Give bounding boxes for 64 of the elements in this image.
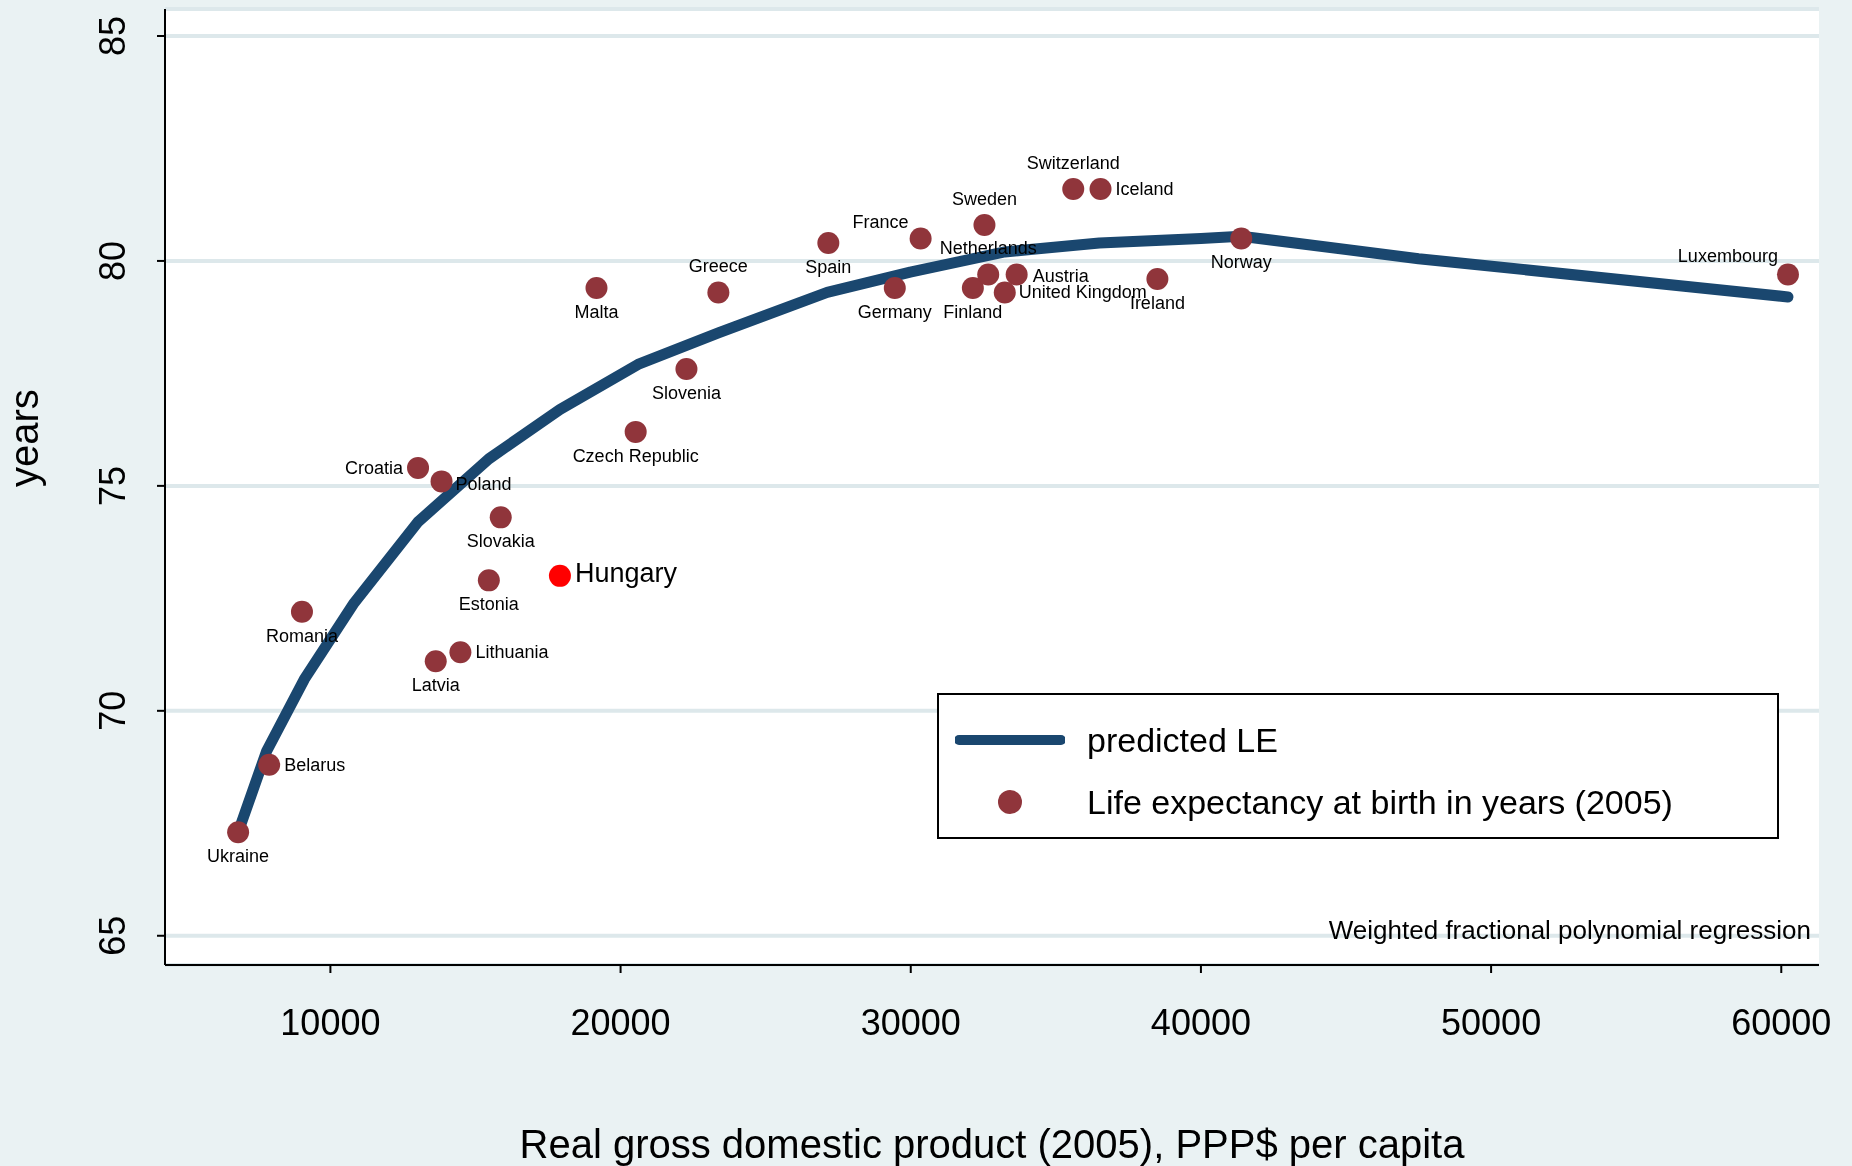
point: [973, 213, 996, 236]
point: [407, 456, 430, 479]
annotation: Weighted fractional polynomial regression: [1328, 915, 1811, 945]
data-label: Lithuania: [475, 642, 550, 663]
data-label: Ukraine: [207, 846, 270, 867]
point: [1005, 263, 1028, 286]
data-label: Czech Republic: [572, 445, 699, 466]
x-tick-label: 50000: [1441, 1002, 1542, 1043]
data-label: Switzerland: [1026, 152, 1120, 173]
point: [1230, 227, 1253, 250]
point: [624, 420, 647, 443]
point: [675, 357, 698, 380]
point: [909, 227, 932, 250]
x-tick-label: 60000: [1731, 1002, 1832, 1043]
point: [707, 281, 730, 304]
data-label: Spain: [805, 256, 852, 277]
x-tick-label: 30000: [860, 1002, 961, 1043]
point: [817, 231, 840, 254]
point: [1776, 263, 1799, 286]
data-label: Finland: [943, 301, 1003, 322]
point: [1146, 267, 1169, 290]
data-label: Malta: [574, 301, 620, 322]
point: [227, 821, 250, 844]
data-label: Norway: [1210, 252, 1272, 273]
data-label: France: [852, 212, 909, 233]
point: [424, 650, 447, 673]
point: [449, 641, 472, 664]
y-tick-label: 65: [92, 915, 133, 956]
y-tick-label: 75: [92, 465, 133, 506]
point: [548, 564, 571, 587]
x-tick-label: 40000: [1150, 1002, 1251, 1043]
point: [1089, 177, 1112, 200]
legend-label: predicted LE: [1087, 720, 1278, 760]
y-tick-label: 70: [92, 690, 133, 731]
point: [585, 276, 608, 299]
data-label: Estonia: [458, 594, 520, 615]
point: [477, 569, 500, 592]
data-label: Sweden: [951, 188, 1017, 209]
data-label: Iceland: [1115, 178, 1174, 199]
point: [883, 276, 906, 299]
data-label: Belarus: [284, 754, 346, 775]
y-axis-title: years: [2, 389, 47, 487]
data-label: Slovakia: [466, 531, 536, 552]
data-label: Germany: [857, 301, 932, 322]
point: [961, 276, 984, 299]
data-label: Latvia: [411, 675, 461, 696]
x-tick-label: 20000: [570, 1002, 671, 1043]
y-tick-label: 80: [92, 240, 133, 281]
point: [977, 263, 1000, 286]
data-label: Croatia: [345, 457, 405, 478]
data-label: Hungary: [574, 557, 678, 588]
legend-label: Life expectancy at birth in years (2005): [1087, 782, 1673, 822]
point: [489, 506, 512, 529]
data-label: Slovenia: [651, 382, 722, 403]
point: [430, 470, 453, 493]
x-tick-label: 10000: [280, 1002, 381, 1043]
data-label: Greece: [688, 256, 748, 277]
y-tick-label: 85: [92, 15, 133, 57]
x-axis-title: Real gross domestic product (2005), PPP$ per capita: [519, 1122, 1466, 1166]
point: [290, 600, 313, 623]
point: [993, 281, 1016, 304]
point: [1062, 177, 1085, 200]
data-label: Luxembourg: [1677, 246, 1778, 267]
point: [258, 753, 281, 776]
